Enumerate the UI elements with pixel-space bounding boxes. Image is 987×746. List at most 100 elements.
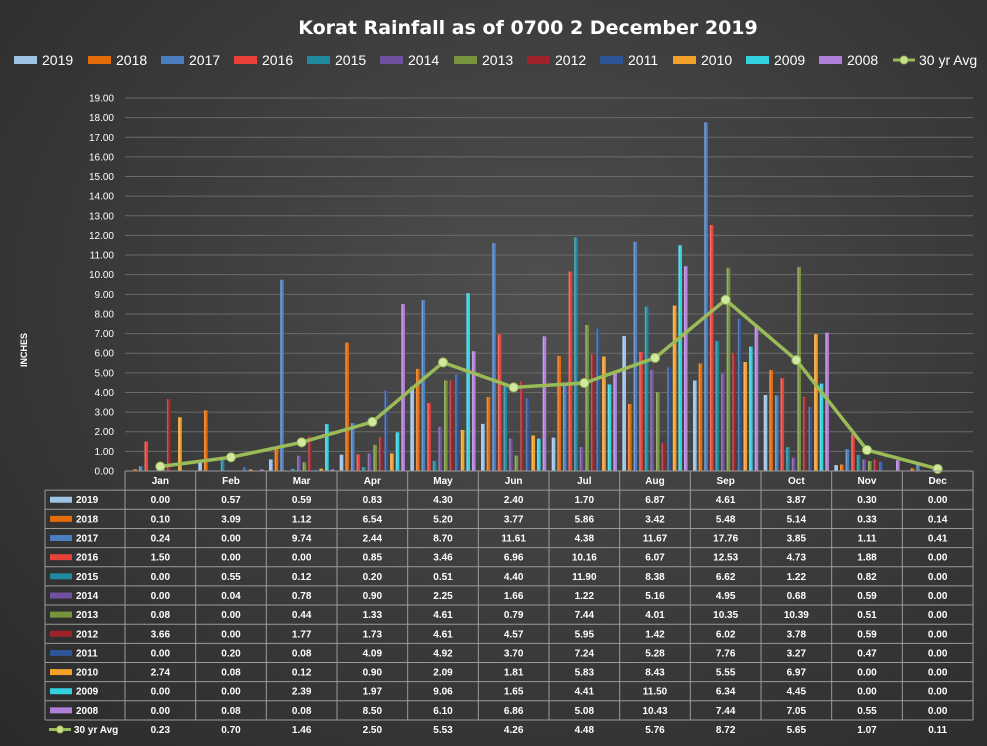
table-cell: 0.00 [151,706,171,717]
table-cell: 11.90 [572,572,597,583]
table-cell: 4.09 [363,648,383,659]
bar [542,336,547,471]
bar-highlight [834,465,836,471]
table-row-label: 2011 [76,648,98,659]
table-cell: 5.20 [433,514,453,525]
table-cell: 7.76 [716,648,736,659]
bar-highlight [449,380,452,471]
bar-highlight [693,380,695,471]
bar-highlight [269,459,271,471]
bar-highlight [562,385,565,471]
bar-highlight [319,468,321,471]
table-cell: 11.61 [501,534,526,545]
bar [395,432,400,471]
bar-highlight [910,468,913,471]
bar [628,403,632,471]
table-cell: 3.77 [504,514,524,525]
table-cell: 3.27 [787,648,807,659]
bar [840,464,844,471]
table-cell: 7.44 [575,610,595,621]
y-tick-label: 13.00 [89,211,114,222]
table-cell: 0.00 [928,591,948,602]
table-cell: 10.16 [572,553,597,564]
bar-highlight [873,459,876,471]
table-cell: 6.62 [716,572,736,583]
table-cell: 0.23 [151,725,171,736]
avg-point [508,382,519,393]
bar-highlight [362,467,364,471]
table-legend-swatch [50,688,72,695]
table-cell: 4.95 [716,591,736,602]
bar [780,378,785,471]
chart-title: Korat Rainfall as of 0700 2 December 201… [298,17,758,39]
avg-point [650,352,660,363]
legend: 2019 2018 2017 2016 2015 2014 2013 2012 2011 2010… [14,52,977,68]
legend-label: 2019 [42,52,73,68]
table-cell: 10.43 [642,706,667,717]
bar-highlight [622,336,624,471]
bar [178,417,182,471]
avg-line-path [160,297,939,471]
legend-swatch [454,56,477,64]
table-cell: 0.10 [151,514,171,525]
bar-highlight [410,386,412,471]
table-cell: 1.46 [292,725,312,736]
bar [797,267,801,471]
bar-highlight [845,449,848,471]
bar [868,460,872,471]
bar-highlight [862,459,864,471]
legend-swatch [673,56,696,64]
table-cell: 0.08 [151,610,171,621]
bar [525,398,530,471]
bar-highlight [280,279,282,471]
bar-highlight [367,453,370,471]
bar [667,367,671,471]
bar [862,459,866,471]
bar [590,354,595,471]
y-axis-ticks: 0.00 1.00 2.00 3.00 4.00 5.00 6.00 7.00 8.00 9.00… [89,94,114,478]
bar [444,380,448,471]
table-cell: 1.07 [857,725,877,736]
table-cell: 0.55 [221,572,241,583]
table-cell: 4.73 [787,553,807,564]
x-tick-label: Aug [645,476,664,487]
table-cell: 0.00 [928,629,948,640]
bar-highlight [678,245,680,471]
table-cell: 0.08 [292,706,312,717]
bar-highlight [444,380,446,471]
bar [749,346,753,471]
legend-swatch [161,56,184,64]
table-cell: 2.50 [363,725,383,736]
table-cell: 4.01 [645,610,665,621]
bar [639,351,643,471]
bar [486,396,491,471]
table-cell: 0.90 [363,668,383,679]
bar-highlight [297,455,299,471]
table-cell: 3.78 [787,629,807,640]
bar [438,426,442,471]
table-cell: 0.00 [151,687,171,698]
table-cell: 0.82 [857,572,877,583]
legend-label: 2013 [482,52,513,68]
average-line [155,294,943,474]
table-cell: 5.76 [645,725,665,736]
table-cell: 0.12 [292,668,312,679]
bar-highlight [568,271,570,471]
table-legend-swatch [50,592,72,599]
bar [356,454,361,471]
bar-highlight [737,318,740,471]
bar-highlight [868,460,870,471]
bar [856,454,861,471]
table-cell: 0.85 [363,553,383,564]
bar-highlight [325,424,327,471]
bar [350,423,355,471]
table-cell: 0.79 [504,610,524,621]
bar-highlight [797,267,799,471]
x-tick-label: Jul [577,476,592,487]
table-cell: 0.51 [857,610,877,621]
table-cell: 9.06 [433,687,453,698]
bar-highlight [557,355,559,471]
table-cell: 12.53 [713,553,738,564]
bar [786,447,790,471]
table-legend-swatch [50,554,72,561]
